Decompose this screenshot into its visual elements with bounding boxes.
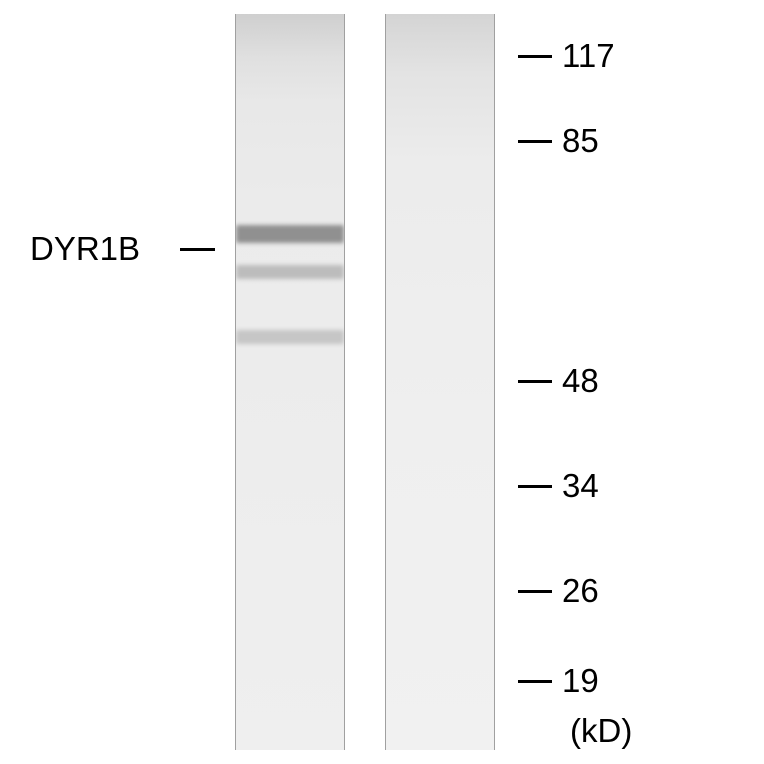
blot-lane-2 <box>385 14 495 750</box>
marker-tick <box>518 485 552 488</box>
unit-label: (kD) <box>570 712 632 750</box>
marker-tick <box>518 55 552 58</box>
marker-label: 48 <box>562 362 599 400</box>
protein-band <box>236 330 344 344</box>
protein-tick <box>180 248 215 251</box>
blot-lane-1 <box>235 14 345 750</box>
lane-1-membrane <box>235 14 345 750</box>
marker-label: 19 <box>562 662 599 700</box>
marker-tick <box>518 380 552 383</box>
western-blot-figure: DYR1B 117 85 48 34 26 19 (kD) <box>0 0 764 764</box>
marker-label: 26 <box>562 572 599 610</box>
protein-band <box>236 265 344 279</box>
marker-label: 117 <box>562 37 615 75</box>
protein-label: DYR1B <box>30 230 140 268</box>
marker-label: 34 <box>562 467 599 505</box>
marker-tick <box>518 140 552 143</box>
lane-2-membrane <box>385 14 495 750</box>
protein-band <box>236 225 344 243</box>
marker-tick <box>518 590 552 593</box>
marker-label: 85 <box>562 122 599 160</box>
marker-tick <box>518 680 552 683</box>
